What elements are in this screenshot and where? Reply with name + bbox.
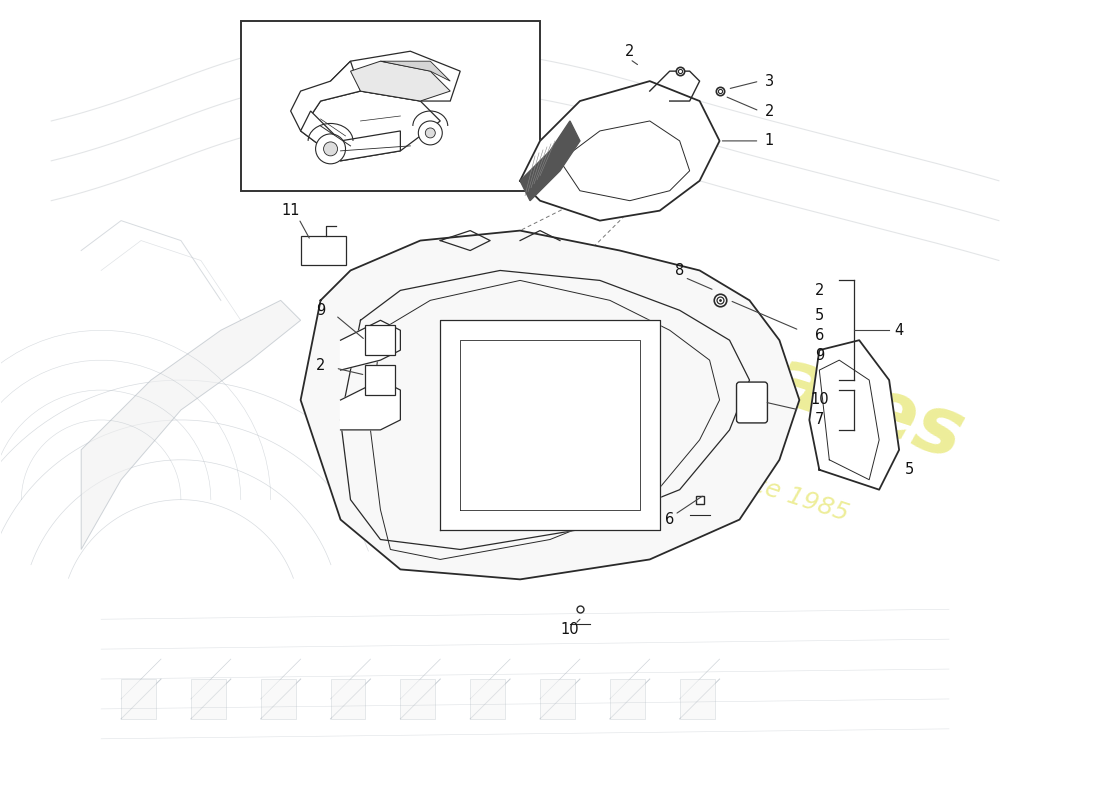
Text: your motor parts since 1985: your motor parts since 1985 [507, 394, 852, 526]
Text: 7: 7 [815, 413, 824, 427]
Text: 2: 2 [625, 44, 635, 58]
Text: 4: 4 [894, 322, 904, 338]
Polygon shape [290, 61, 361, 131]
Text: 2: 2 [815, 283, 824, 298]
Text: 2: 2 [764, 103, 774, 118]
Polygon shape [300, 230, 800, 579]
Polygon shape [440, 320, 660, 530]
Text: eurospares: eurospares [465, 245, 974, 476]
Bar [241, 22, 540, 190]
Text: 3: 3 [764, 74, 774, 89]
FancyBboxPatch shape [737, 382, 768, 423]
Polygon shape [331, 51, 460, 101]
Polygon shape [341, 320, 400, 370]
Bar [540, 679, 575, 719]
Polygon shape [381, 61, 450, 81]
Text: 6: 6 [815, 328, 824, 342]
Text: 2: 2 [316, 358, 326, 373]
Polygon shape [351, 61, 450, 101]
Text: 9: 9 [316, 303, 326, 318]
Bar [680, 679, 715, 719]
Bar [191, 679, 225, 719]
Text: 10: 10 [810, 393, 828, 407]
Bar [609, 679, 645, 719]
Text: 8: 8 [675, 263, 684, 278]
Bar [261, 679, 296, 719]
Text: 5: 5 [904, 462, 914, 478]
Circle shape [426, 128, 436, 138]
Bar [470, 679, 505, 719]
Polygon shape [520, 81, 719, 221]
Text: 9: 9 [815, 348, 824, 362]
Bar [365, 326, 395, 355]
Text: 11: 11 [282, 203, 300, 218]
Bar [331, 679, 365, 719]
Text: 6: 6 [666, 512, 674, 527]
Text: 10: 10 [561, 622, 580, 637]
Polygon shape [810, 340, 899, 490]
Polygon shape [341, 380, 400, 430]
Polygon shape [300, 111, 400, 161]
Circle shape [418, 121, 442, 145]
Circle shape [316, 134, 345, 164]
Polygon shape [300, 91, 440, 161]
Text: 5: 5 [815, 308, 824, 322]
Text: 1: 1 [764, 134, 774, 149]
Polygon shape [520, 121, 580, 201]
Bar [400, 679, 436, 719]
Polygon shape [81, 300, 300, 550]
Bar [121, 679, 156, 719]
Bar [300, 235, 345, 266]
Circle shape [323, 142, 338, 156]
Bar [365, 365, 395, 395]
